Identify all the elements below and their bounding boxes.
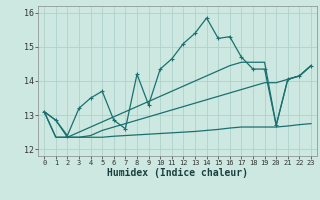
X-axis label: Humidex (Indice chaleur): Humidex (Indice chaleur): [107, 168, 248, 178]
